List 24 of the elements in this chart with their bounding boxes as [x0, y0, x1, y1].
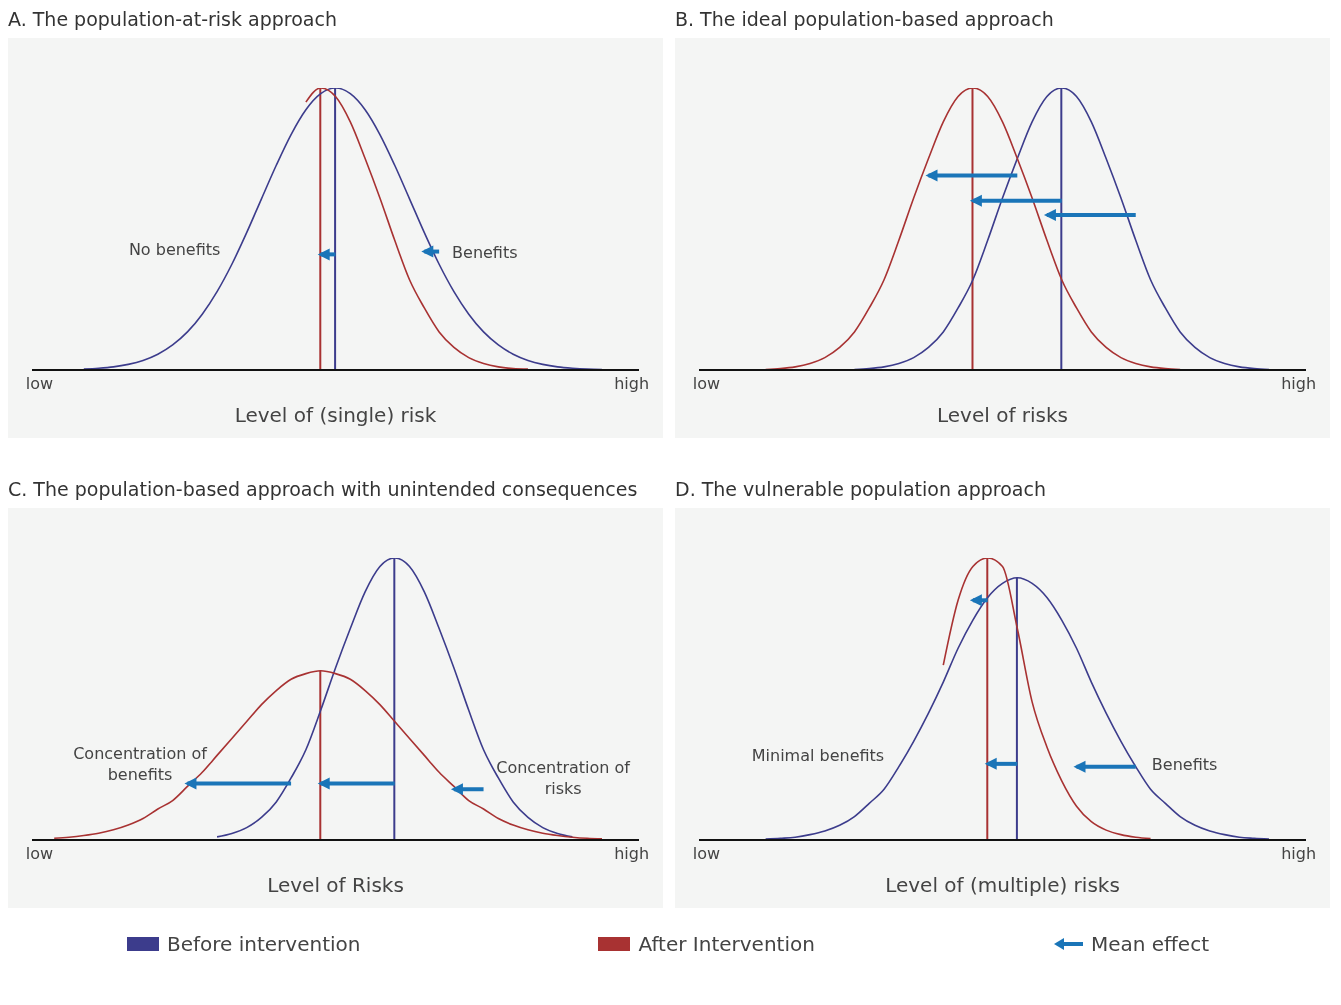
x-axis-title: Level of Risks	[267, 873, 404, 897]
chart-title: D. The vulnerable population approach	[675, 478, 1047, 502]
x-tick-label: low	[692, 374, 721, 394]
annotation: Benefits	[451, 241, 519, 263]
x-tick-label: high	[614, 374, 650, 394]
legend-label: After Intervention	[638, 932, 815, 956]
legend-label: Before intervention	[166, 932, 361, 956]
annotation: Concentration of risks	[495, 756, 632, 799]
x-tick-label: low	[25, 374, 54, 394]
legend-label: Mean effect	[1090, 932, 1209, 956]
chart-title: A. The population-at-risk approach	[8, 8, 338, 32]
x-tick-label: low	[25, 844, 54, 864]
x-axis-title: Level of risks	[937, 403, 1068, 427]
x-axis-title: Level of (multiple) risks	[885, 873, 1120, 897]
x-tick-label: high	[1281, 374, 1317, 394]
x-tick-label: low	[692, 844, 721, 864]
x-axis-title: Level of (single) risk	[234, 403, 437, 427]
x-tick-label: high	[1281, 844, 1317, 864]
annotation: No benefits	[127, 238, 222, 260]
chart-title: B. The ideal population-based approach	[675, 8, 1055, 32]
annotation: Benefits	[1150, 753, 1219, 775]
x-tick-label: high	[614, 844, 650, 864]
chart-title: C. The population-based approach with unintended consequences	[8, 478, 639, 502]
annotation: Minimal benefits	[750, 744, 886, 766]
